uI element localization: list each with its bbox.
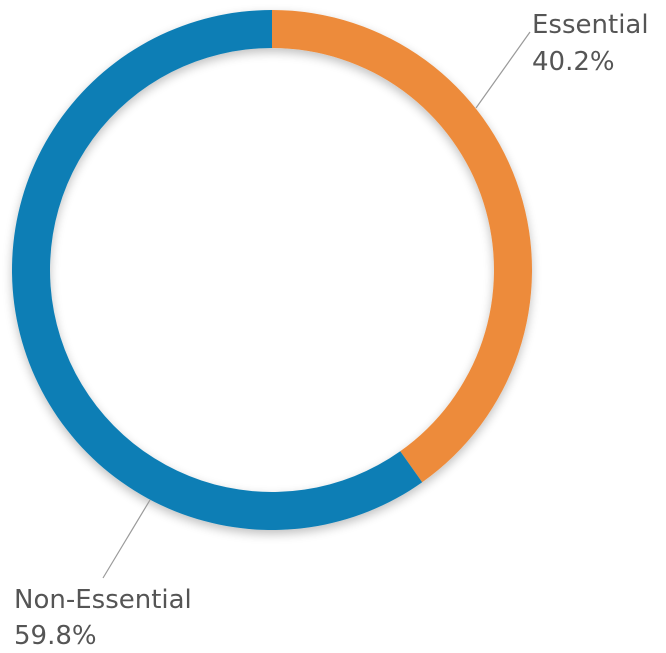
slice-label-essential: Essential	[532, 10, 649, 40]
slice-labels: Essential 40.2% Non-Essential 59.8%	[14, 10, 649, 651]
leader-line-essential	[475, 31, 531, 109]
slice-non-essential	[12, 10, 423, 530]
donut-ring	[12, 10, 533, 530]
slice-label-non-essential: Non-Essential	[14, 585, 192, 615]
slice-essential	[272, 10, 533, 483]
slice-value-non-essential: 59.8%	[14, 621, 97, 651]
leader-line-non-essential	[102, 499, 151, 579]
slice-value-essential: 40.2%	[532, 47, 615, 77]
